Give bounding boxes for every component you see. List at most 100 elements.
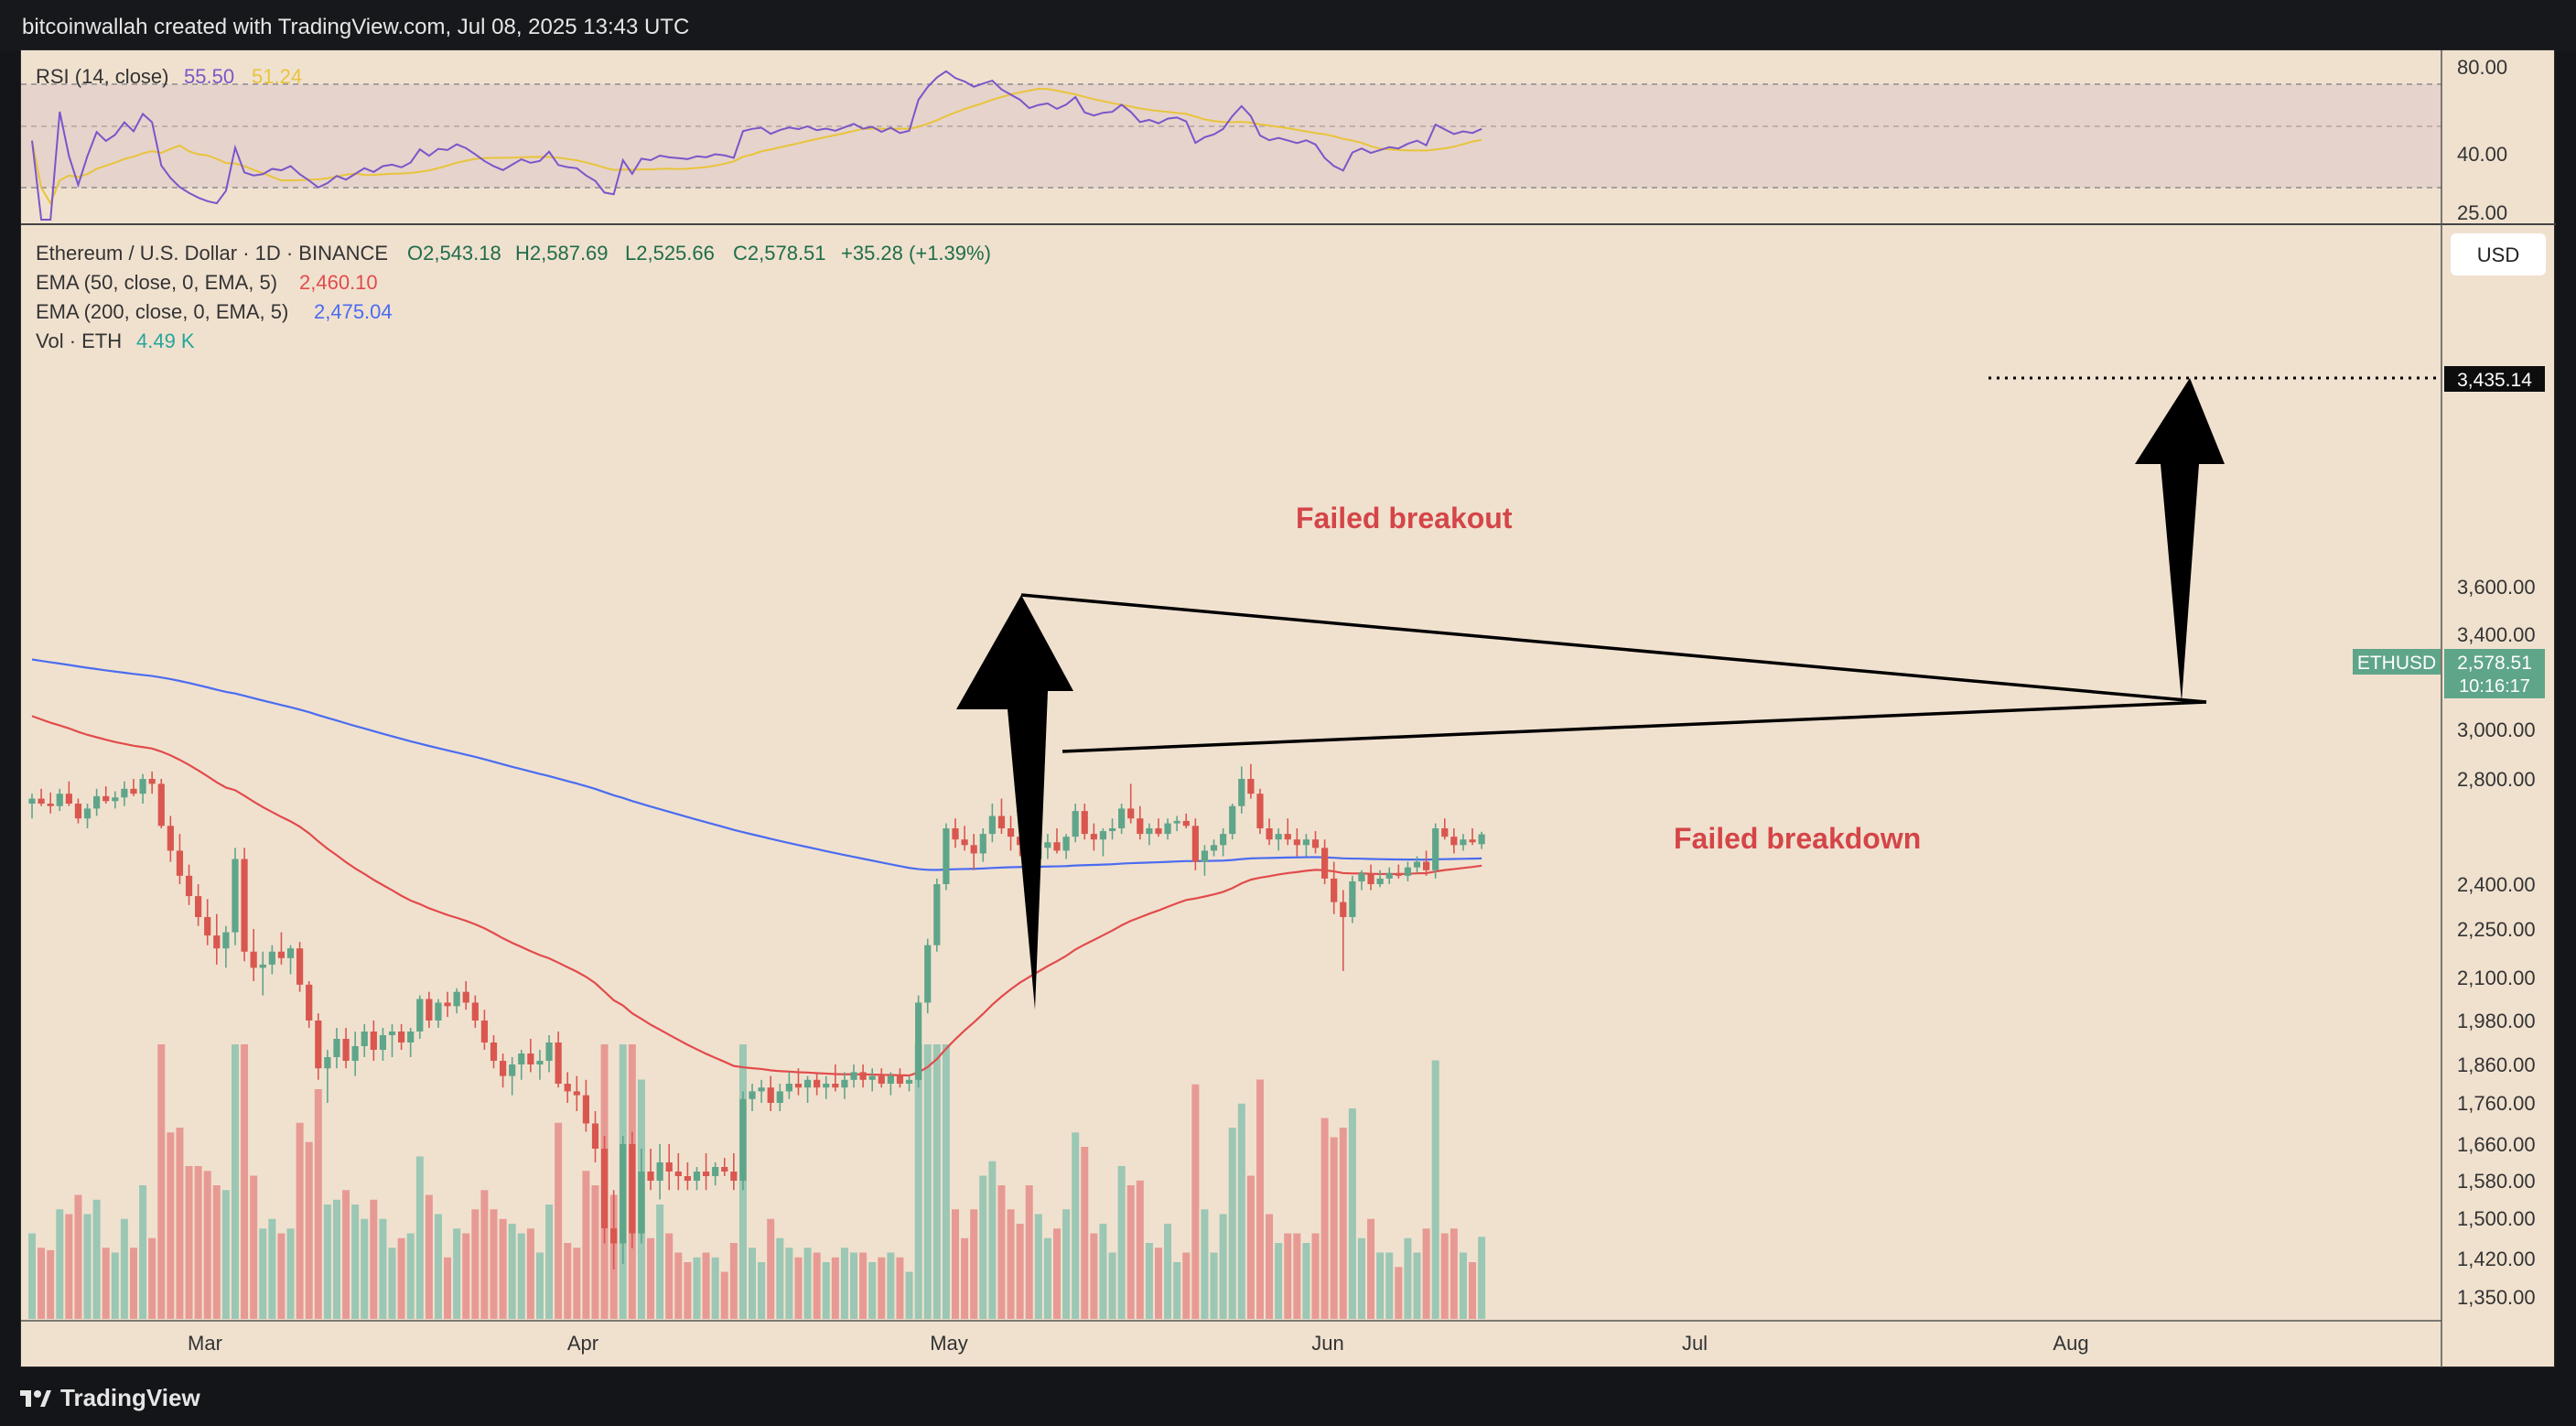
candle-body	[65, 794, 72, 804]
target-arrow-icon[interactable]	[2135, 378, 2225, 702]
volume-bar	[508, 1224, 516, 1319]
candle-body	[573, 1091, 580, 1096]
volume-bar	[1025, 1185, 1033, 1319]
volume-bar	[702, 1252, 710, 1319]
candle-body	[1311, 839, 1320, 848]
volume-bar	[277, 1233, 286, 1319]
candle-body	[1044, 842, 1051, 848]
candle-body	[204, 916, 211, 936]
triangle-lower-trendline[interactable]	[1062, 700, 2207, 753]
price-chart[interactable]: RSI (14, close) 55.50 51.24 80.00 40.00 …	[21, 50, 2556, 1368]
flagpole-arrow-icon[interactable]	[956, 595, 1073, 1010]
volume-bar	[887, 1252, 895, 1319]
volume-bar	[535, 1252, 544, 1319]
candle-body	[509, 1064, 516, 1076]
currency-button[interactable]	[2451, 233, 2546, 275]
candle-body	[121, 788, 128, 798]
volume-bar	[342, 1190, 350, 1319]
volume-bar	[1062, 1209, 1071, 1319]
volume-bar	[38, 1248, 46, 1319]
price-tick-0: 3,600.00	[2457, 576, 2536, 599]
legend-low: L2,525.66	[625, 242, 715, 265]
volume-bar	[231, 1044, 239, 1319]
candle-body	[1469, 839, 1476, 843]
candle-body	[868, 1075, 876, 1080]
volume-bar	[1440, 1233, 1449, 1319]
candle-body	[1247, 779, 1255, 794]
volume-bar	[767, 1218, 775, 1319]
volume-bar	[259, 1228, 267, 1319]
candle-body	[268, 951, 275, 965]
price-tick-15: 1,350.00	[2457, 1286, 2536, 1309]
price-tick-9: 1,860.00	[2457, 1053, 2536, 1076]
candle-body	[148, 779, 156, 784]
volume-bar	[1246, 1175, 1255, 1319]
candle-body	[905, 1079, 913, 1084]
price-axis[interactable]: 3,600.003,400.003,200.003,000.002,800.00…	[2457, 576, 2536, 1309]
candle-body	[943, 828, 950, 884]
candle-body	[1210, 845, 1218, 851]
rsi-pane[interactable]: RSI (14, close) 55.50 51.24 80.00 40.00 …	[21, 56, 2507, 224]
tradingview-brand: TradingView	[60, 1384, 200, 1411]
price-tick-3: 3,000.00	[2457, 718, 2536, 741]
volume-bar	[1284, 1233, 1292, 1319]
volume-bar	[462, 1233, 470, 1319]
time-tick-jun: Jun	[1311, 1332, 1343, 1355]
countdown-tag-text: 10:16:17	[2459, 676, 2530, 697]
volume-bar	[148, 1237, 156, 1319]
candle-body	[1395, 872, 1402, 876]
candle-body	[721, 1167, 728, 1172]
volume-bar	[526, 1228, 534, 1319]
candle-body	[1460, 839, 1467, 846]
candle-body	[1108, 828, 1116, 832]
volume-bar	[1016, 1224, 1024, 1319]
volume-bar	[434, 1214, 442, 1319]
volume-bar	[1256, 1079, 1264, 1319]
candle-body	[47, 804, 54, 806]
volume-bar	[1126, 1185, 1135, 1319]
volume-bar	[997, 1185, 1006, 1319]
volume-bar	[914, 1044, 922, 1319]
legend[interactable]: Ethereum / U.S. Dollar · 1D · BINANCE O2…	[36, 242, 991, 352]
volume-bar	[803, 1248, 812, 1319]
volume-bar	[139, 1185, 147, 1319]
volume-bar	[92, 1199, 101, 1319]
candle-body	[555, 1042, 562, 1084]
candle-body	[767, 1087, 774, 1103]
candle-body	[1376, 878, 1384, 884]
legend-change: +35.28 (+1.39%)	[841, 242, 991, 265]
volume-bar	[351, 1205, 360, 1319]
legend-symbol: Ethereum / U.S. Dollar · 1D · BINANCE	[36, 242, 388, 265]
bottom-bar: TradingView	[0, 1367, 2576, 1426]
volume-bar	[323, 1205, 331, 1319]
candle-body	[306, 984, 313, 1021]
volume-bar	[720, 1271, 728, 1319]
volume-bar	[868, 1262, 877, 1319]
candle-body	[896, 1075, 904, 1084]
candle-body	[730, 1172, 738, 1181]
candle-body	[656, 1162, 663, 1181]
candle-body	[471, 1002, 479, 1021]
triangle-upper-trendline[interactable]	[1020, 593, 2207, 704]
volume-bar	[647, 1237, 655, 1319]
candle-body	[518, 1053, 525, 1064]
volume-bar	[490, 1209, 498, 1319]
volume-bar	[1450, 1228, 1458, 1319]
rsi-band	[21, 84, 2441, 188]
volume-bar	[684, 1262, 692, 1319]
candle-body	[296, 948, 304, 985]
candle-body	[952, 828, 959, 840]
chart-frame[interactable]: RSI (14, close) 55.50 51.24 80.00 40.00 …	[20, 49, 2556, 1368]
tradingview-logo[interactable]: TradingView	[20, 1384, 200, 1412]
time-axis[interactable]: Mar Apr May Jun Jul Aug	[188, 1332, 2089, 1355]
volume-bar	[296, 1122, 304, 1319]
candle-body	[195, 896, 202, 917]
top-bar: bitcoinwallah created with TradingView.c…	[0, 0, 2576, 51]
volume-bar	[1154, 1248, 1162, 1319]
legend-vol-value: 4.49 K	[136, 329, 195, 352]
volume-bar	[1339, 1128, 1347, 1319]
candle-body	[453, 991, 460, 1007]
candle-body	[629, 1144, 636, 1234]
candle-body	[1127, 808, 1135, 819]
ticker-tag	[2353, 649, 2441, 675]
